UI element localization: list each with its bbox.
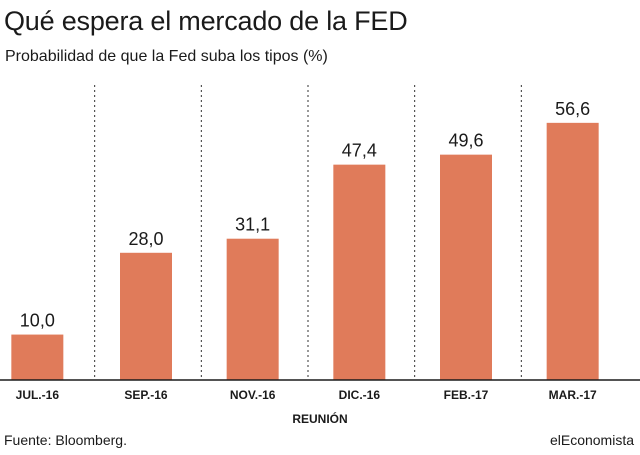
bar-value-label: 49,6 xyxy=(448,131,483,151)
chart-subtitle: Probabilidad de que la Fed suba los tipo… xyxy=(5,48,328,65)
bar xyxy=(333,164,386,380)
bar xyxy=(226,238,279,380)
x-tick-label: JUL.-16 xyxy=(16,388,60,402)
x-tick-label: DIC.-16 xyxy=(339,388,381,402)
brand-name: elEconomista xyxy=(549,432,634,448)
bar-value-label: 47,4 xyxy=(342,141,377,161)
bar xyxy=(120,252,172,380)
source-note: Fuente: Bloomberg. xyxy=(4,432,127,448)
chart-title: Qué espera el mercado de la FED xyxy=(4,6,408,36)
bar-value-label: 31,1 xyxy=(235,215,270,235)
x-tick-label: SEP.-16 xyxy=(124,388,167,402)
bar xyxy=(11,334,64,380)
bar-value-label: 28,0 xyxy=(128,229,163,249)
x-axis-title: REUNIÓN xyxy=(292,411,347,426)
x-tick-label: FEB.-17 xyxy=(444,388,489,402)
bar xyxy=(440,154,492,380)
bar-value-label: 56,6 xyxy=(555,99,590,119)
bar xyxy=(546,122,599,380)
bar-chart: 10,0 JUL.-16 28,0 SEP.-16 31,1 NOV.-16 47,4 DIC… xyxy=(0,85,640,426)
bar-value-label: 10,0 xyxy=(20,311,55,331)
x-tick-label: NOV.-16 xyxy=(230,388,276,402)
x-tick-label: MAR.-17 xyxy=(549,388,597,402)
